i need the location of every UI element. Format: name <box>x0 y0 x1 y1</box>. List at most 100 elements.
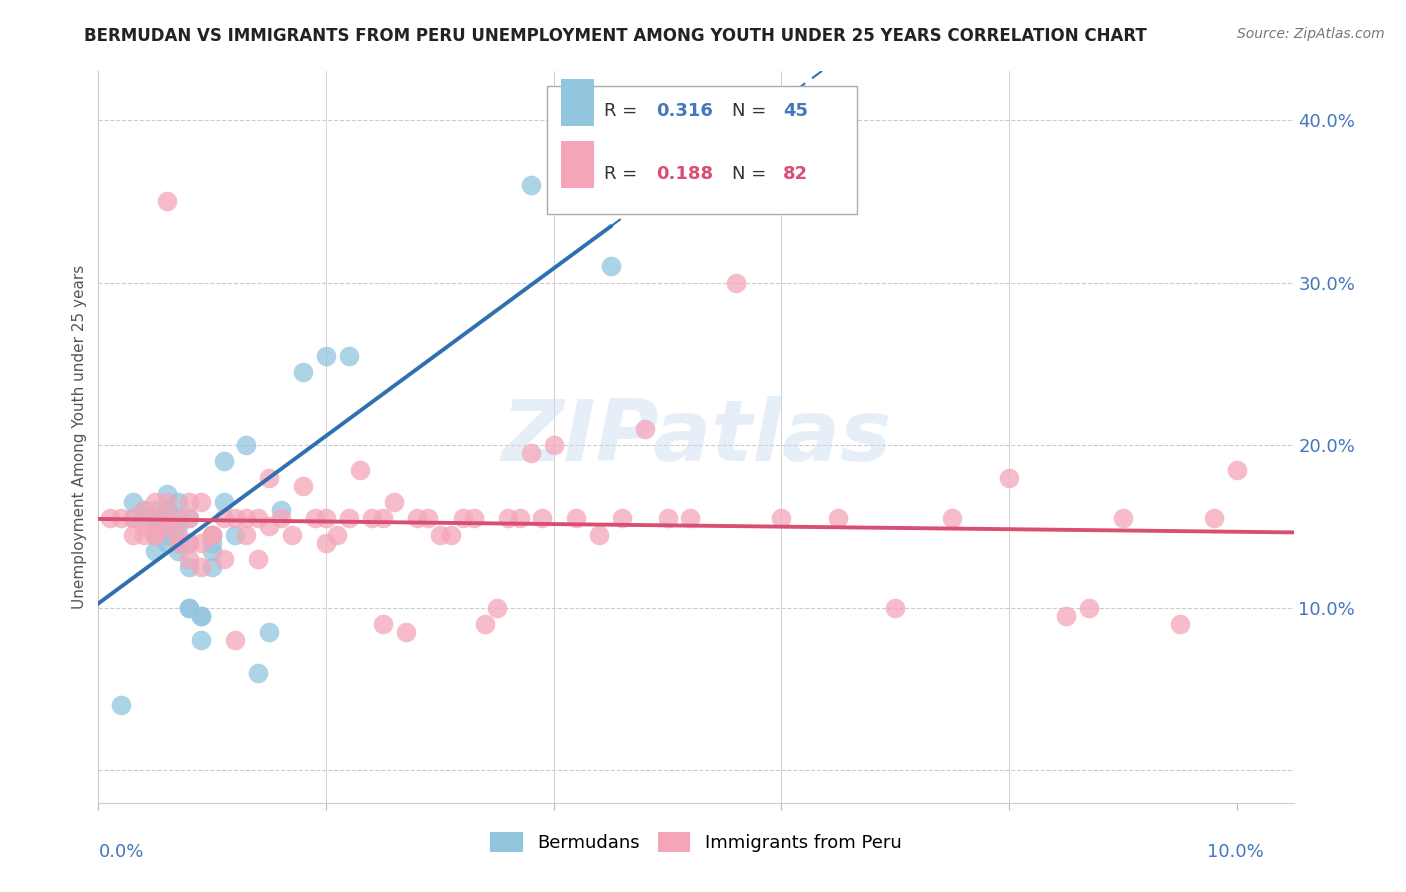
Point <box>360 511 382 525</box>
Point <box>224 633 246 648</box>
Point <box>167 511 190 525</box>
Point <box>304 511 326 525</box>
Point <box>167 544 190 558</box>
Point <box>509 511 531 525</box>
Point <box>531 511 554 525</box>
Point <box>132 511 155 525</box>
Text: Source: ZipAtlas.com: Source: ZipAtlas.com <box>1237 27 1385 41</box>
Point <box>190 608 212 623</box>
Bar <box>561 141 595 188</box>
Text: R =: R = <box>605 165 643 183</box>
Point <box>156 495 179 509</box>
Point <box>657 511 679 525</box>
Point <box>190 495 212 509</box>
Text: N =: N = <box>733 165 772 183</box>
Point <box>167 535 190 549</box>
Text: R =: R = <box>605 102 643 120</box>
Point <box>292 479 315 493</box>
Point <box>110 511 132 525</box>
Point <box>156 511 179 525</box>
Point <box>610 511 633 525</box>
Bar <box>547 86 858 214</box>
Point <box>440 527 463 541</box>
Point <box>212 454 235 468</box>
Point <box>599 260 621 274</box>
Point <box>520 178 543 193</box>
Point <box>212 511 235 525</box>
Point <box>270 503 292 517</box>
Point <box>315 511 337 525</box>
Point <box>257 519 280 533</box>
Text: 0.188: 0.188 <box>657 165 714 183</box>
Point <box>190 633 212 648</box>
Point <box>212 552 235 566</box>
Point <box>201 535 224 549</box>
Point <box>1054 608 1077 623</box>
Point <box>179 535 201 549</box>
Point <box>179 600 201 615</box>
Legend: Bermudans, Immigrants from Peru: Bermudans, Immigrants from Peru <box>484 824 908 860</box>
Point <box>121 511 143 525</box>
Point <box>132 503 155 517</box>
Point <box>235 527 257 541</box>
Point <box>1202 511 1225 525</box>
Point <box>679 511 702 525</box>
Point <box>179 495 201 509</box>
Text: ZIPatlas: ZIPatlas <box>501 395 891 479</box>
Point <box>224 527 246 541</box>
Point <box>98 511 121 525</box>
Point <box>179 560 201 574</box>
Point <box>588 527 610 541</box>
Point <box>179 600 201 615</box>
Point <box>281 527 304 541</box>
Point <box>190 535 212 549</box>
Point <box>246 511 269 525</box>
Point <box>224 511 246 525</box>
Point <box>179 552 201 566</box>
Point <box>371 511 394 525</box>
Point <box>257 471 280 485</box>
Point <box>132 503 155 517</box>
Point <box>121 495 143 509</box>
Point <box>382 495 405 509</box>
Point <box>1168 617 1191 632</box>
Point <box>156 503 179 517</box>
Point <box>132 519 155 533</box>
Point <box>143 495 166 509</box>
Point <box>212 495 235 509</box>
Point <box>395 625 418 640</box>
Point <box>167 495 190 509</box>
Point <box>143 527 166 541</box>
Point <box>167 527 190 541</box>
Point <box>235 438 257 452</box>
Point <box>179 535 201 549</box>
Point <box>315 535 337 549</box>
Point <box>235 511 257 525</box>
Point <box>143 511 166 525</box>
Point <box>156 487 179 501</box>
Text: 0.316: 0.316 <box>657 102 713 120</box>
Point <box>201 544 224 558</box>
Point <box>463 511 485 525</box>
Point <box>724 276 747 290</box>
Point <box>543 438 565 452</box>
Point <box>337 511 360 525</box>
Point <box>326 527 349 541</box>
Point <box>201 527 224 541</box>
Point <box>1226 462 1249 476</box>
Point <box>167 535 190 549</box>
Point <box>156 519 179 533</box>
Point <box>565 511 588 525</box>
Point <box>349 462 371 476</box>
Point <box>520 446 543 460</box>
Point <box>1112 511 1135 525</box>
Point <box>156 535 179 549</box>
Point <box>371 617 394 632</box>
Point <box>121 511 143 525</box>
Text: 45: 45 <box>783 102 808 120</box>
Point <box>451 511 474 525</box>
Point <box>270 511 292 525</box>
Point <box>156 527 179 541</box>
Point <box>337 349 360 363</box>
Point <box>315 349 337 363</box>
